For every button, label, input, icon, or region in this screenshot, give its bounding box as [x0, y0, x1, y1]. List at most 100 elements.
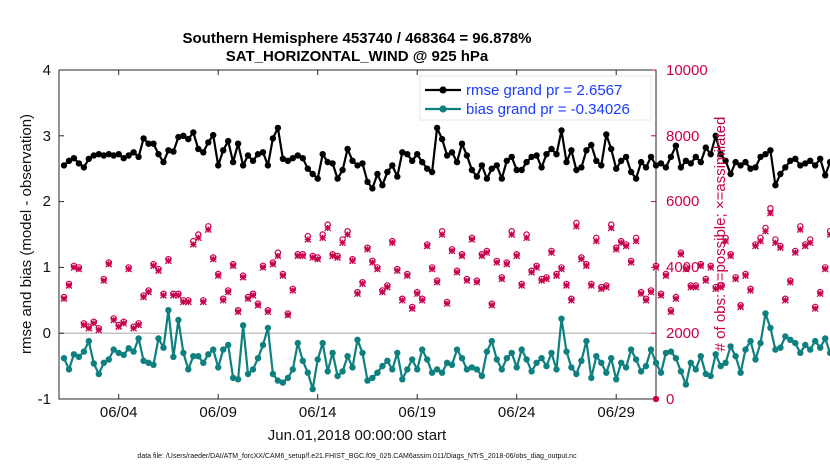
rmse-point — [459, 141, 465, 147]
bias-point — [260, 342, 266, 348]
legend-rmse-label: rmse grand pr = 2.6567 — [466, 82, 622, 99]
bias-point — [459, 355, 465, 361]
bias-point — [225, 342, 231, 348]
obs-assimilated-point — [643, 297, 649, 303]
bias-point — [528, 368, 534, 374]
obs-assimilated-point — [743, 273, 749, 279]
bias-point — [643, 363, 649, 369]
rmse-point — [305, 166, 311, 172]
bias-point — [792, 340, 798, 346]
y-right-tick-label: 8000 — [666, 128, 699, 145]
rmse-point — [519, 167, 525, 173]
obs-assimilated-point — [449, 248, 455, 254]
rmse-point — [334, 175, 340, 181]
bias-point — [285, 375, 291, 381]
bias-point — [265, 325, 271, 331]
obs-assimilated-point — [693, 284, 699, 290]
obs-assimilated-point — [106, 261, 112, 267]
obs-assimilated-point — [116, 324, 122, 330]
rmse-point — [359, 160, 365, 166]
bias-point — [673, 355, 679, 361]
bias-point — [255, 355, 261, 361]
bias-point — [688, 360, 694, 366]
obs-assimilated-point — [653, 264, 659, 270]
bias-point — [354, 337, 360, 343]
bias-point — [374, 370, 380, 376]
obs-assimilated-point — [409, 306, 415, 312]
obs-assimilated-point — [160, 292, 166, 298]
obs-assimilated-point — [131, 325, 137, 331]
legend-bias-marker — [439, 105, 446, 112]
rmse-point — [310, 171, 316, 177]
rmse-point — [603, 131, 609, 137]
bias-point — [339, 368, 345, 374]
rmse-point — [155, 151, 161, 157]
rmse-point — [230, 159, 236, 165]
obs-assimilated-point — [265, 309, 271, 315]
bias-point — [155, 335, 161, 341]
obs-assimilated-point — [404, 273, 410, 279]
obs-assimilated-point — [782, 297, 788, 303]
rmse-point — [777, 171, 783, 177]
obs-assimilated-point — [762, 228, 768, 234]
y-right-axis-label: # of obs: o=possible; ×=assimilated — [712, 117, 729, 352]
rmse-point — [782, 164, 788, 170]
bias-point — [638, 368, 644, 374]
rmse-point — [71, 155, 77, 161]
bias-point — [150, 362, 156, 368]
bias-point — [752, 356, 758, 362]
obs-assimilated-point — [792, 250, 798, 256]
bias-point — [802, 342, 808, 348]
rmse-point — [693, 154, 699, 160]
obs-assimilated-point — [444, 301, 450, 307]
chart-title-line2: SAT_HORIZONTAL_WIND @ 925 hPa — [226, 48, 489, 65]
obs-assimilated-point — [588, 282, 594, 288]
bias-point — [160, 345, 166, 351]
bias-point — [598, 360, 604, 366]
bias-point — [504, 355, 510, 361]
obs-assimilated-point — [185, 299, 191, 305]
obs-assimilated-point — [429, 266, 435, 272]
bias-point — [300, 358, 306, 364]
rmse-point — [633, 175, 639, 181]
bias-point — [658, 370, 664, 376]
obs-assimilated-point — [270, 261, 276, 267]
bias-point — [484, 348, 490, 354]
obs-assimilated-point — [474, 279, 480, 285]
bias-point — [409, 356, 415, 362]
obs-assimilated-point — [81, 322, 87, 328]
obs-assimilated-point — [733, 276, 739, 282]
x-tick-label: 06/04 — [100, 404, 138, 421]
bias-point — [698, 353, 704, 359]
rmse-point — [558, 127, 564, 133]
y-left-tick-label: 0 — [43, 325, 51, 342]
obs-assimilated-point — [136, 322, 142, 328]
y-right-tick-label: 10000 — [666, 62, 708, 79]
bias-point — [678, 368, 684, 374]
rmse-point — [150, 141, 156, 147]
obs-assimilated-point — [509, 232, 515, 238]
rmse-point — [474, 173, 480, 179]
x-tick-label: 06/14 — [299, 404, 337, 421]
bias-point — [389, 366, 395, 372]
rmse-point — [548, 146, 554, 152]
bias-point — [548, 350, 554, 356]
obs-assimilated-point — [519, 282, 525, 288]
obs-assimilated-point — [111, 317, 117, 323]
bias-point — [394, 350, 400, 356]
obs-assimilated-point — [648, 289, 654, 295]
rmse-point — [698, 159, 704, 165]
rmse-point — [523, 159, 529, 165]
obs-assimilated-point — [414, 291, 420, 297]
obs-assimilated-point — [628, 259, 634, 265]
obs-assimilated-point — [355, 291, 361, 297]
bias-point — [250, 366, 256, 372]
obs-assimilated-point — [678, 251, 684, 257]
obs-assimilated-point — [514, 253, 520, 259]
obs-assimilated-point — [738, 304, 744, 310]
bias-point — [329, 350, 335, 356]
obs-assimilated-point — [200, 299, 206, 305]
x-tick-label: 06/29 — [597, 404, 635, 421]
